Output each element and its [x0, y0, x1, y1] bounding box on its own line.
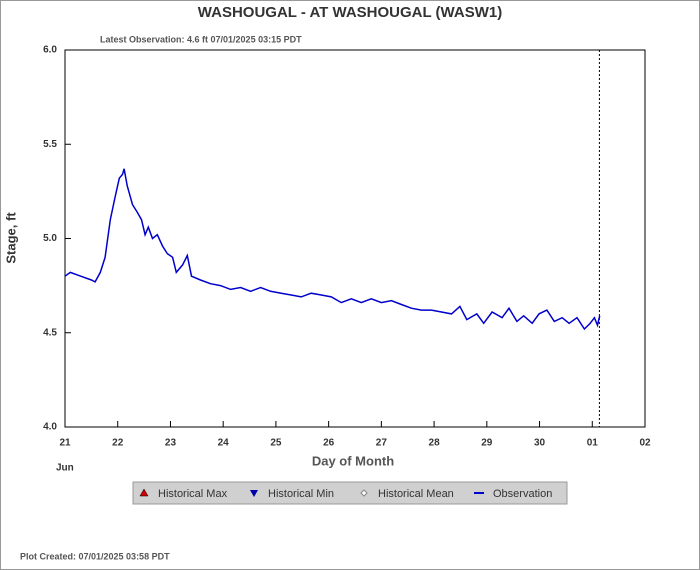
x-tick-label: 21: [59, 438, 71, 449]
legend-label: Historical Mean: [378, 488, 454, 500]
legend-label: Observation: [493, 488, 552, 500]
x-tick-label: 27: [376, 438, 388, 449]
legend-label: Historical Min: [268, 488, 334, 500]
x-tick-label: 29: [481, 438, 493, 449]
x-tick-label: 30: [534, 438, 546, 449]
plot-area: [64, 49, 646, 428]
y-tick-label: 6.0: [43, 45, 57, 56]
legend-marker: [360, 489, 368, 497]
subtitle: Latest Observation: 4.6 ft 07/01/2025 03…: [100, 34, 302, 44]
y-tick-label: 5.5: [43, 139, 57, 150]
month-label: Jun: [56, 463, 74, 474]
x-tick-label: 02: [639, 438, 651, 449]
legend-marker: [250, 490, 258, 497]
y-axis-label: Stage, ft: [3, 212, 18, 264]
x-tick-label: 25: [270, 438, 282, 449]
x-tick-label: 28: [429, 438, 441, 449]
y-tick-label: 5.0: [43, 233, 57, 244]
observation-line: [64, 168, 601, 331]
x-tick-label: 26: [323, 438, 335, 449]
legend-marker: [139, 488, 149, 497]
y-tick-label: 4.5: [43, 327, 57, 338]
legend-box: [132, 481, 568, 505]
x-axis-label: Day of Month: [312, 453, 394, 468]
x-tick-label: 23: [165, 438, 177, 449]
x-tick-label: 22: [112, 438, 124, 449]
chart-title: WASHOUGAL - AT WASHOUGAL (WASW1): [198, 4, 502, 21]
footer: Plot Created: 07/01/2025 03:58 PDT: [20, 551, 170, 561]
x-tick-label: 24: [218, 438, 230, 449]
x-tick-label: 01: [587, 438, 599, 449]
y-tick-label: 4.0: [43, 422, 57, 433]
legend-label: Historical Max: [158, 488, 228, 500]
